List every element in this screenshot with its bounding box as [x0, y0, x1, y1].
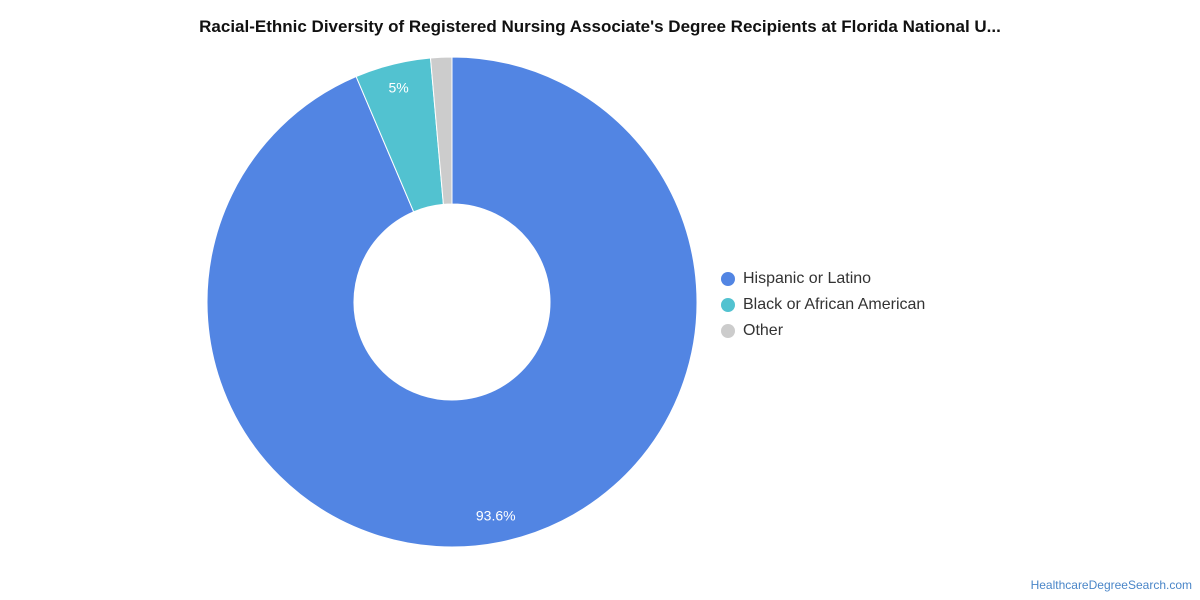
legend-item-other[interactable]: Other: [721, 318, 925, 344]
donut-slices: [206, 56, 698, 548]
chart-legend: Hispanic or Latino Black or African Amer…: [721, 266, 925, 344]
legend-item-black[interactable]: Black or African American: [721, 292, 925, 318]
legend-swatch-black: [721, 298, 735, 312]
data-label-black: 5%: [389, 79, 409, 95]
donut-data-labels: 93.6% 5%: [389, 79, 516, 523]
source-credit-link[interactable]: HealthcareDegreeSearch.com: [1030, 578, 1192, 592]
slice-other[interactable]: [429, 56, 453, 205]
legend-swatch-other: [721, 324, 735, 338]
data-label-hispanic: 93.6%: [476, 507, 516, 523]
legend-label-hispanic: Hispanic or Latino: [743, 270, 872, 287]
legend-swatch-hispanic: [721, 272, 735, 286]
chart-title: Racial-Ethnic Diversity of Registered Nu…: [199, 17, 1001, 36]
slice-hispanic[interactable]: [206, 56, 698, 548]
legend-label-other: Other: [743, 322, 784, 339]
legend-item-hispanic[interactable]: Hispanic or Latino: [721, 266, 925, 292]
legend-label-black: Black or African American: [743, 296, 926, 313]
